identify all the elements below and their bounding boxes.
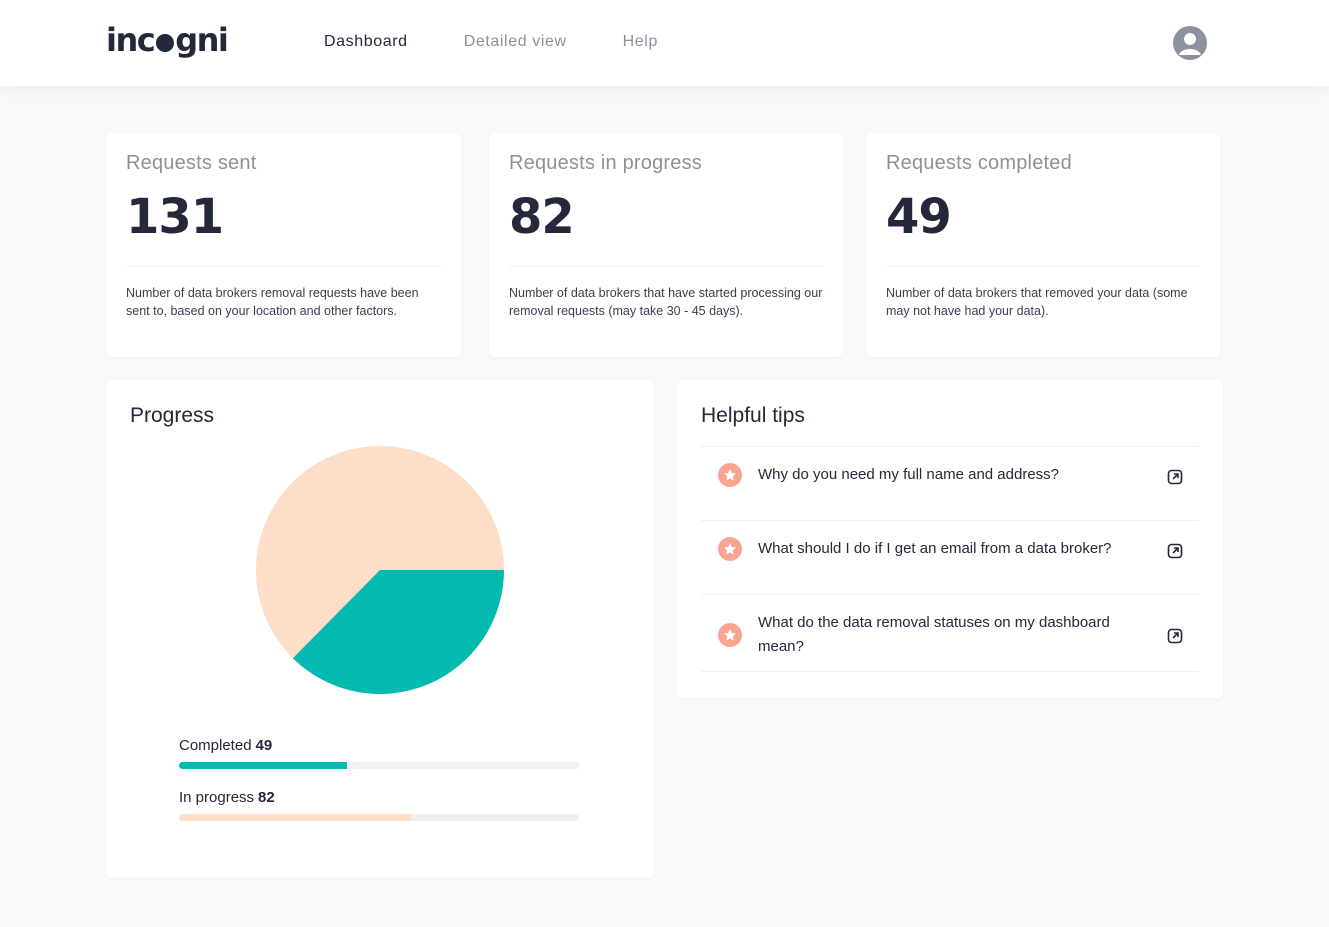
tip-item[interactable]: Why do you need my full name and address… <box>701 446 1199 518</box>
completed-bar-fill <box>179 762 347 769</box>
stat-description: Number of data brokers that removed your… <box>886 286 1188 318</box>
stat-description: Number of data brokers removal requests … <box>126 286 419 318</box>
open-external-icon[interactable] <box>1166 627 1184 645</box>
main-nav: Dashboard Detailed view Help <box>324 31 714 53</box>
progress-pie-chart <box>256 446 504 694</box>
divider <box>886 266 1200 267</box>
tip-text: Why do you need my full name and address… <box>758 466 1060 483</box>
divider <box>509 266 823 267</box>
completed-bar-label: Completed 49 <box>179 737 273 754</box>
stat-value: 82 <box>509 189 575 245</box>
in-progress-bar-fill <box>179 814 411 821</box>
tip-item[interactable]: What do the data removal statuses on my … <box>701 594 1199 672</box>
completed-bar-track <box>179 762 579 769</box>
stat-card-requests-in-progress: Requests in progress 82 Number of data b… <box>489 133 843 357</box>
logo-text: inc gni <box>106 21 229 59</box>
nav-dashboard[interactable]: Dashboard <box>324 33 408 50</box>
stat-title: Requests sent <box>126 152 257 174</box>
progress-card: Progress Completed 49 In progress 82 <box>106 380 654 878</box>
top-header: inc gni Dashboard Detailed view Help <box>0 0 1329 86</box>
nav-detailed-view[interactable]: Detailed view <box>463 33 567 50</box>
in-progress-bar-label: In progress 82 <box>179 789 275 806</box>
tips-title: Helpful tips <box>701 404 805 427</box>
incogni-logo[interactable]: inc gni <box>106 18 229 62</box>
divider <box>126 266 441 267</box>
tip-text: What should I do if I get an email from … <box>758 540 1112 557</box>
user-avatar-icon[interactable] <box>1173 26 1207 60</box>
helpful-tips-card: Helpful tips Why do you need my full nam… <box>677 380 1223 698</box>
star-icon <box>718 623 742 647</box>
stat-value: 49 <box>886 189 952 245</box>
stat-description: Number of data brokers that have started… <box>509 286 823 318</box>
star-icon <box>718 463 742 487</box>
completed-count: 49 <box>255 737 273 754</box>
pie-slice-completed <box>292 570 504 694</box>
stat-card-requests-completed: Requests completed 49 Number of data bro… <box>866 133 1220 357</box>
open-external-icon[interactable] <box>1166 468 1184 486</box>
stat-title: Requests in progress <box>509 152 702 174</box>
stat-title: Requests completed <box>886 152 1072 174</box>
in-progress-count: 82 <box>258 789 275 806</box>
nav-help[interactable]: Help <box>622 33 658 50</box>
in-progress-bar-track <box>179 814 579 821</box>
star-icon <box>718 537 742 561</box>
open-external-icon[interactable] <box>1166 542 1184 560</box>
progress-title: Progress <box>130 404 215 427</box>
stat-value: 131 <box>126 189 224 245</box>
tip-item[interactable]: What should I do if I get an email from … <box>701 520 1199 592</box>
stat-card-requests-sent: Requests sent 131 Number of data brokers… <box>106 133 461 357</box>
tip-text: What do the data removal statuses on my … <box>758 614 1110 655</box>
